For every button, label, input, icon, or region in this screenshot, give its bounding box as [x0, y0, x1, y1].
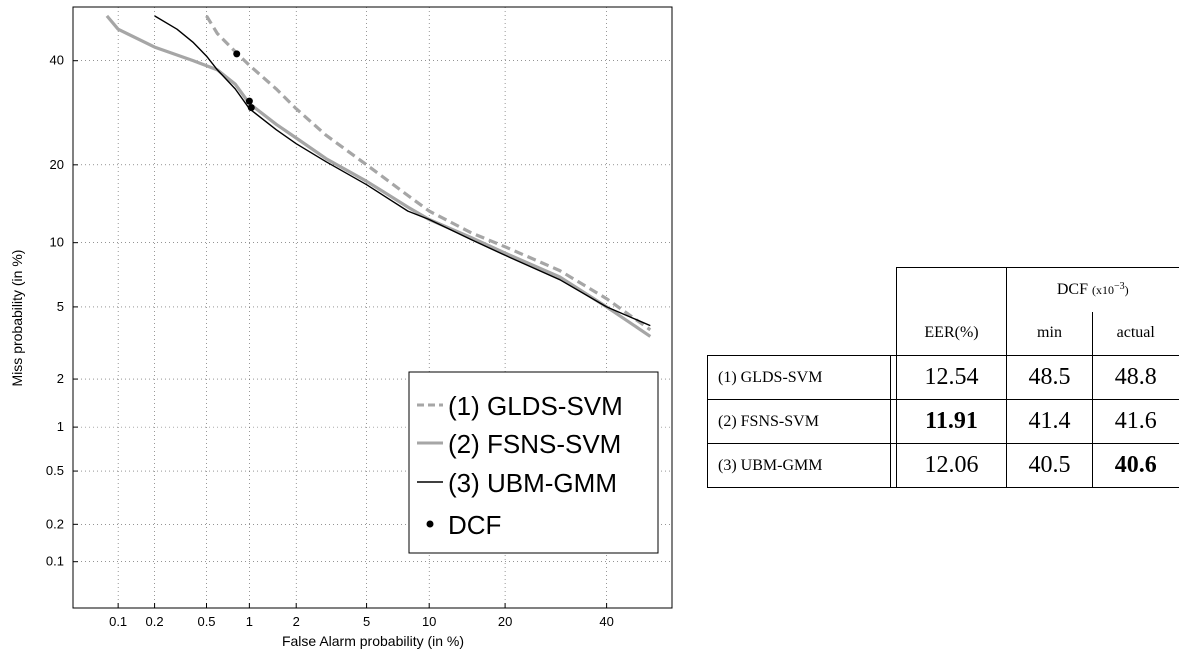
cell-eer: 12.06	[896, 443, 1007, 488]
cell-dcf-min: 41.4	[1006, 399, 1093, 444]
table-row: (1) GLDS-SVM 12.54 48.5 48.8	[707, 355, 1179, 400]
results-table: DCF (x10−3) EER(%) min actual (1) GLDS-S…	[707, 267, 1179, 488]
table-header-row-1: DCF (x10−3)	[708, 267, 1179, 312]
cell-dcf-min: 40.5	[1006, 443, 1093, 488]
dcf-markers	[233, 50, 255, 112]
header-empty	[708, 268, 891, 312]
cell-dcf-actual: 48.8	[1092, 355, 1179, 400]
dcf-point	[247, 104, 255, 112]
cell-eer: 12.54	[896, 355, 1007, 400]
y-tick-label: 5	[57, 299, 64, 314]
cell-eer: 11.91	[896, 399, 1007, 444]
dcf-point	[245, 97, 253, 105]
x-tick-label: 1	[246, 614, 253, 629]
table-row: (2) FSNS-SVM 11.91 41.4 41.6	[707, 399, 1179, 444]
x-tick-label: 0.1	[109, 614, 127, 629]
table-row: (3) UBM-GMM 12.06 40.5 40.6	[707, 443, 1179, 488]
x-tick-label: 40	[599, 614, 613, 629]
y-tick-label: 0.2	[46, 516, 64, 531]
legend-label-2: (2) FSNS-SVM	[448, 429, 621, 459]
cell-dcf-actual: 41.6	[1092, 399, 1179, 444]
header-eer-top	[896, 267, 1007, 312]
series-line-3	[154, 15, 651, 327]
x-tick-label: 10	[422, 614, 436, 629]
y-axis-label: Miss probability (in %)	[9, 250, 25, 387]
y-tick-label: 1	[57, 419, 64, 434]
legend-box	[408, 371, 659, 554]
legend-label-dcf: DCF	[448, 510, 501, 540]
legend-label-1: (1) GLDS-SVM	[448, 391, 623, 421]
cell-dcf-min: 48.5	[1006, 355, 1093, 400]
row-system: (2) FSNS-SVM	[707, 399, 891, 444]
header-eer: EER(%)	[896, 311, 1007, 356]
x-tick-label: 0.2	[146, 614, 164, 629]
x-tick-label: 20	[498, 614, 512, 629]
y-tick-label: 0.1	[46, 554, 64, 569]
y-tick-label: 0.5	[46, 463, 64, 478]
y-tick-label: 20	[50, 157, 64, 172]
legend: (1) GLDS-SVM (2) FSNS-SVM (3) UBM-GMM DC…	[408, 371, 659, 554]
y-tick-label: 2	[57, 371, 64, 386]
det-plot: 0.1 0.2 0.5 1 2 5 10 20 40 0.1 0.2 0.5 1 2 5 10 20 40 Fal…	[9, 6, 673, 649]
dcf-point	[233, 50, 241, 58]
legend-label-3: (3) UBM-GMM	[448, 468, 617, 498]
cell-dcf-actual: 40.6	[1092, 443, 1179, 488]
tick-labels: 0.1 0.2 0.5 1 2 5 10 20 40 0.1 0.2 0.5 1 2 5 10 20 40	[46, 53, 614, 629]
row-system: (1) GLDS-SVM	[707, 355, 891, 400]
row-system: (3) UBM-GMM	[707, 443, 891, 488]
plot-frame	[72, 6, 673, 609]
x-tick-label: 0.5	[197, 614, 215, 629]
x-tick-label: 5	[363, 614, 370, 629]
x-tick-label: 2	[293, 614, 300, 629]
table-header-row-2: EER(%) min actual	[708, 311, 1179, 356]
legend-dcf-marker	[426, 520, 434, 528]
y-tick-label: 40	[50, 53, 64, 68]
header-dcf: DCF (x10−3)	[1006, 267, 1179, 312]
series-line-1	[205, 15, 652, 332]
header-actual: actual	[1092, 311, 1179, 356]
y-tick-label: 10	[50, 235, 64, 250]
header-min: min	[1006, 311, 1093, 356]
series-line-2	[105, 14, 652, 338]
x-axis-label: False Alarm probability (in %)	[282, 633, 464, 649]
series-lines	[105, 14, 652, 338]
